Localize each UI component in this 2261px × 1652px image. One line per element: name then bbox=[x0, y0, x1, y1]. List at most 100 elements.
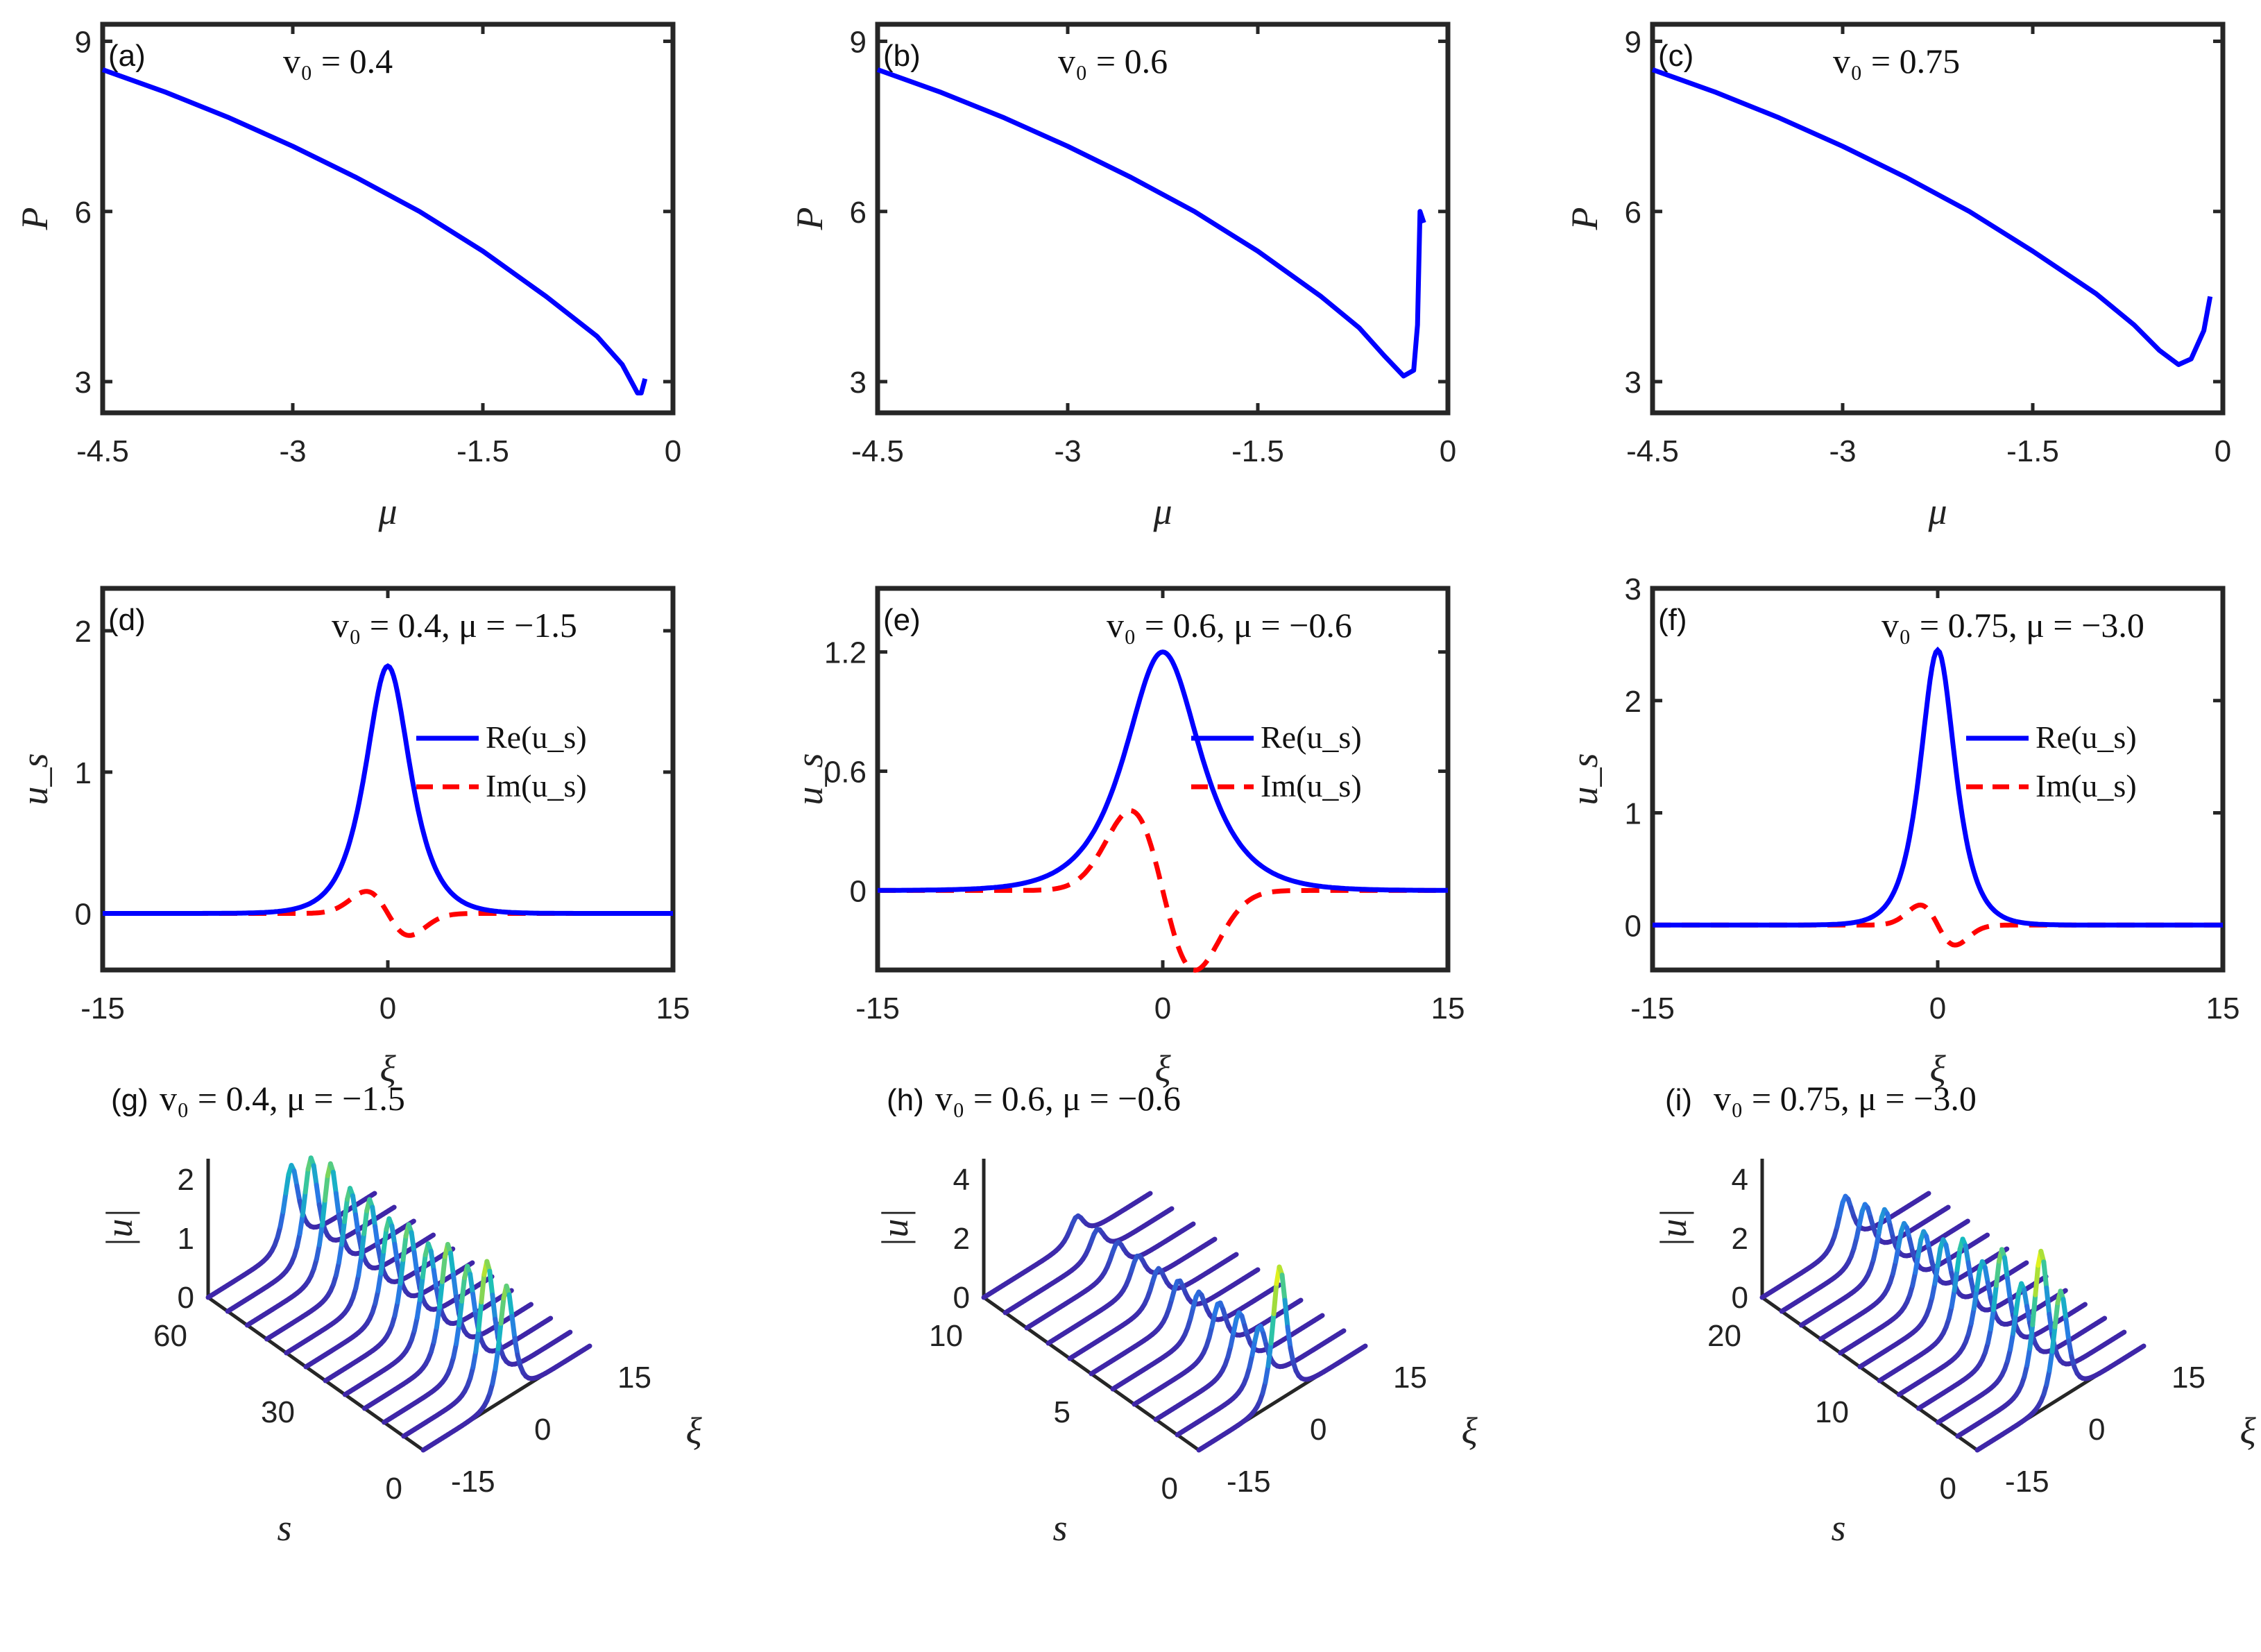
waterfall-segment bbox=[398, 1257, 406, 1286]
u-tick-label: 2 bbox=[953, 1222, 970, 1256]
waterfall-segment bbox=[322, 1173, 330, 1203]
y-tick-label: 6 bbox=[850, 196, 867, 230]
waterfall-segment bbox=[1963, 1243, 1971, 1266]
waterfall-segment bbox=[1949, 1288, 1957, 1309]
series-line-0 bbox=[101, 67, 648, 395]
waterfall-segment bbox=[1943, 1204, 1951, 1211]
waterfall-segment bbox=[1893, 1243, 1902, 1264]
waterfall-segment bbox=[1982, 1265, 1990, 1286]
waterfall-segment bbox=[1265, 1340, 1274, 1369]
panel-annotation: v₀ = 0.4, μ = −1.5 bbox=[160, 1079, 405, 1118]
axes-frame bbox=[100, 22, 676, 416]
waterfall-segment bbox=[1982, 1232, 1990, 1239]
y-tick-label: 9 bbox=[850, 26, 867, 60]
y-axis-label: u_s bbox=[14, 753, 56, 805]
waterfall-segment bbox=[330, 1170, 339, 1196]
axes-frame bbox=[1650, 22, 2226, 416]
xi-tick-label: 0 bbox=[2088, 1413, 2105, 1447]
waterfall-segment bbox=[1263, 1363, 1271, 1385]
series-line-0 bbox=[1651, 67, 2213, 367]
waterfall-curve bbox=[1067, 1252, 1239, 1361]
waterfall-segment bbox=[353, 1212, 361, 1236]
waterfall-curve bbox=[981, 1191, 1153, 1300]
waterfall-segment bbox=[457, 1298, 465, 1328]
waterfall-segment bbox=[2004, 1275, 2013, 1302]
waterfall-segment bbox=[487, 1268, 495, 1298]
waterfall-segment bbox=[389, 1223, 398, 1247]
s-tick-label: 10 bbox=[929, 1319, 963, 1353]
waterfall-segment bbox=[1282, 1297, 1290, 1330]
waterfall-segment bbox=[512, 1336, 520, 1358]
waterfall-segment bbox=[1923, 1191, 1931, 1198]
xi-tick-label: 0 bbox=[534, 1413, 551, 1447]
waterfall-segment bbox=[1271, 1281, 1279, 1317]
waterfall-segment bbox=[2047, 1311, 2055, 1337]
y-tick-label: 6 bbox=[75, 196, 92, 230]
waterfall-segment bbox=[1249, 1338, 1258, 1358]
waterfall-curve bbox=[1153, 1310, 1325, 1422]
y-tick-label: 2 bbox=[1625, 685, 1641, 719]
waterfall-segment bbox=[1932, 1263, 1940, 1286]
y-tick-label: 3 bbox=[850, 366, 867, 400]
x-tick-label: -3 bbox=[1054, 434, 1081, 468]
waterfall-segment bbox=[495, 1320, 504, 1352]
panel-tag: (a) bbox=[108, 39, 146, 73]
waterfall-segment bbox=[2024, 1345, 2033, 1368]
waterfall-segment bbox=[300, 1189, 308, 1218]
waterfall-segment bbox=[1974, 1268, 1982, 1293]
waterfall-segment bbox=[375, 1270, 384, 1293]
waterfall-segment bbox=[333, 1191, 341, 1218]
panel-tag: (i) bbox=[1665, 1083, 1692, 1117]
waterfall-curve bbox=[1877, 1236, 2049, 1383]
waterfall-segment bbox=[408, 1218, 416, 1225]
waterfall-segment bbox=[1145, 1191, 1153, 1198]
waterfall-segment bbox=[400, 1234, 409, 1262]
panel-tag: (f) bbox=[1658, 603, 1687, 637]
waterfall-segment bbox=[283, 1172, 291, 1195]
panel-tag: (e) bbox=[883, 603, 921, 637]
waterfall-curve bbox=[1936, 1281, 2108, 1425]
u-axis-label: |u| bbox=[1653, 1209, 1694, 1248]
x-tick-label: 0 bbox=[379, 991, 396, 1025]
waterfall-segment bbox=[1209, 1236, 1218, 1243]
y-tick-label: 0.6 bbox=[824, 756, 867, 790]
legend-label-im: Im(u_s) bbox=[1261, 768, 1362, 803]
x-tick-label: -1.5 bbox=[457, 434, 509, 468]
waterfall-segment bbox=[428, 1232, 436, 1239]
waterfall-segment bbox=[428, 1248, 436, 1273]
waterfall-segment bbox=[369, 1191, 377, 1198]
waterfall-segment bbox=[411, 1250, 420, 1276]
panel-annotation: v₀ = 0.4 bbox=[283, 42, 393, 80]
waterfall-segment bbox=[278, 1209, 286, 1229]
panel-annotation: v₀ = 0.6, μ = −0.6 bbox=[1107, 606, 1352, 645]
waterfall-segment bbox=[1285, 1325, 1293, 1351]
waterfall-segment bbox=[1231, 1252, 1239, 1259]
x-tick-label: -15 bbox=[80, 991, 125, 1025]
waterfall-segment bbox=[420, 1252, 428, 1280]
y-tick-label: 2 bbox=[75, 615, 92, 649]
panel-b: -4.5 -3 -1.5 0 3 6 9 μ P (b) v₀ = 0.6 bbox=[789, 22, 1456, 532]
waterfall-segment bbox=[476, 1300, 484, 1333]
waterfall-segment bbox=[339, 1219, 348, 1247]
waterfall-segment bbox=[2138, 1343, 2147, 1350]
s-tick-label: 0 bbox=[386, 1472, 402, 1506]
panel-d: -15 0 15 0 1 2 ξ u_s (d) v₀ = 0.4, μ = −1.5 Re(u_s… bbox=[14, 586, 690, 1089]
u-tick-label: 4 bbox=[1732, 1163, 1748, 1197]
waterfall-segment bbox=[1965, 1260, 1974, 1283]
waterfall-segment bbox=[1968, 1306, 1977, 1326]
waterfall-segment bbox=[291, 1168, 300, 1189]
waterfall-segment bbox=[342, 1196, 350, 1225]
legend-label-re: Re(u_s) bbox=[486, 719, 587, 755]
panel-annotation: v₀ = 0.6, μ = −0.6 bbox=[935, 1079, 1181, 1118]
y-axis-label: u_s bbox=[789, 753, 830, 805]
y-tick-label: 3 bbox=[1625, 366, 1641, 400]
waterfall-segment bbox=[2008, 1331, 2016, 1352]
waterfall-segment bbox=[450, 1272, 459, 1300]
waterfall-segment bbox=[1166, 1206, 1175, 1213]
waterfall-segment bbox=[2044, 1285, 2052, 1317]
waterfall-curve bbox=[1857, 1237, 2029, 1370]
waterfall-segment bbox=[395, 1281, 403, 1305]
s-axis-line bbox=[1761, 1295, 1979, 1452]
u-axis-label: |u| bbox=[874, 1209, 916, 1248]
